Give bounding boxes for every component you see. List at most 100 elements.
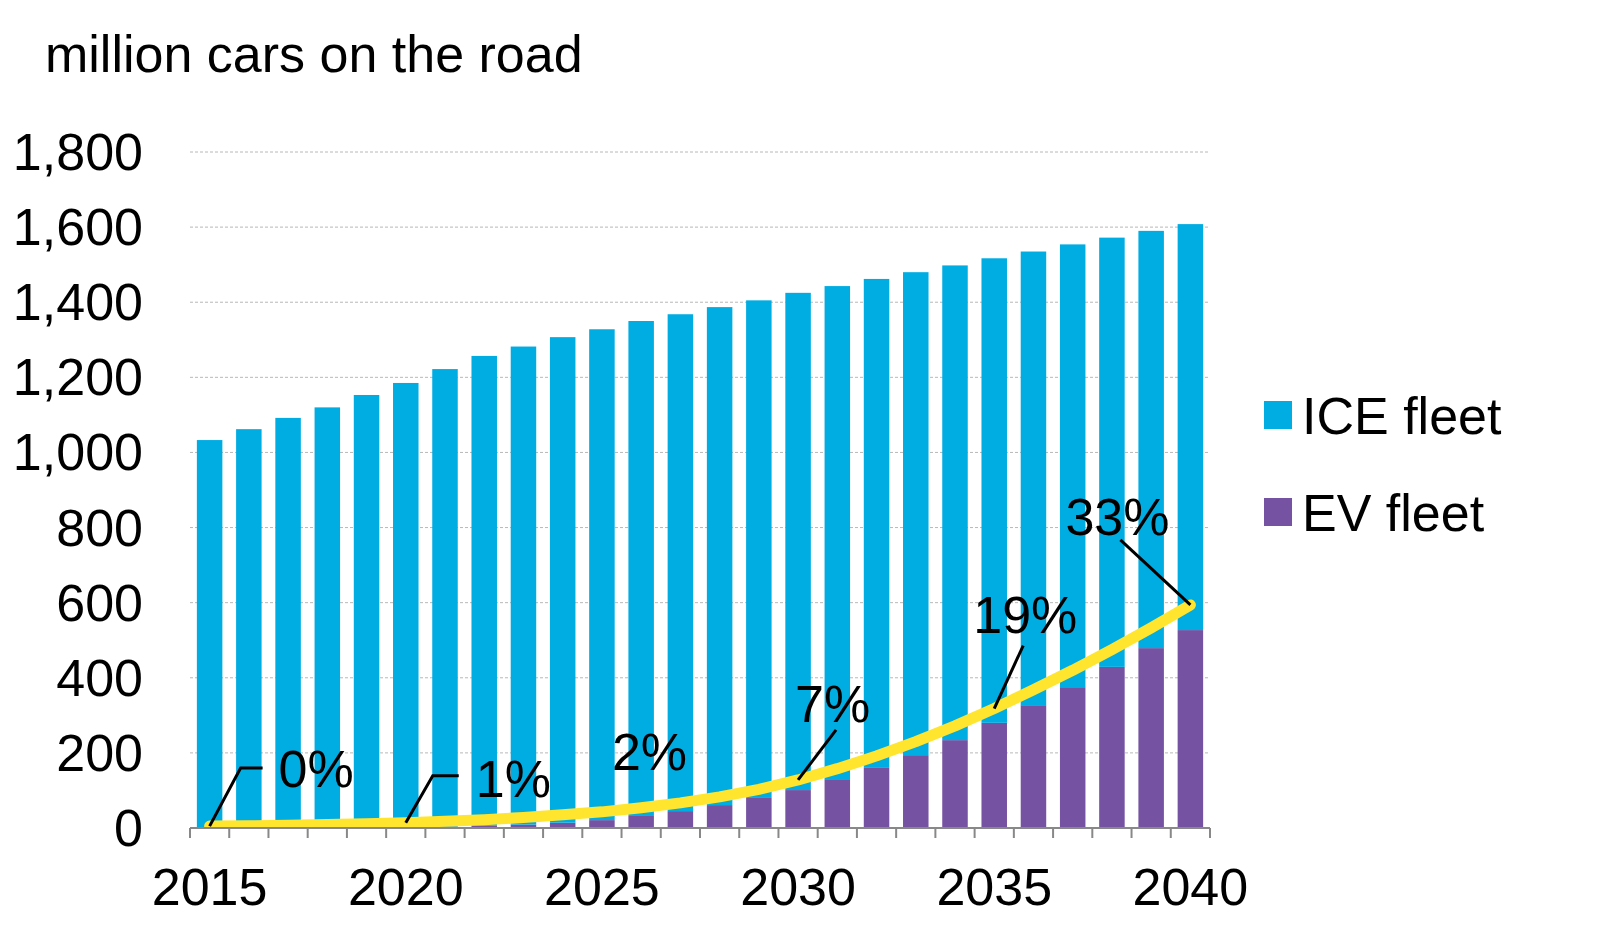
bar (707, 307, 733, 805)
legend-label: EV fleet (1302, 484, 1485, 542)
bar (589, 820, 615, 828)
bar (1178, 224, 1204, 630)
annotation-leader (406, 776, 459, 823)
annotation-leader (994, 646, 1023, 709)
plot-area (197, 224, 1203, 828)
chart-svg: million cars on the road 0 200 400 600 800 1,0… (0, 0, 1600, 950)
bar (903, 272, 929, 755)
x-tick-label: 2025 (544, 858, 660, 916)
legend-label: ICE fleet (1302, 387, 1502, 445)
y-tick-label: 0 (114, 799, 143, 857)
x-tick-mark (581, 828, 583, 838)
x-tick-mark (503, 828, 505, 838)
y-tick-label: 1,400 (13, 273, 143, 331)
annotation-label: 33% (1065, 488, 1169, 546)
bar (197, 440, 223, 828)
grid-line (190, 152, 1210, 153)
x-tick-mark (464, 828, 466, 838)
grid-line (190, 302, 1210, 303)
x-tick-mark (1170, 828, 1172, 838)
bar (1021, 705, 1047, 828)
bar (707, 805, 733, 828)
x-tick-mark (1052, 828, 1054, 838)
x-tick-mark (346, 828, 348, 838)
annotation-label: 1% (476, 750, 551, 808)
annotation-label: 2% (612, 723, 687, 781)
x-tick-mark (817, 828, 819, 838)
y-tick-label: 400 (56, 649, 143, 707)
bar (903, 755, 929, 828)
x-tick-mark (1091, 828, 1093, 838)
bar (1060, 687, 1086, 828)
x-tick-mark (974, 828, 976, 838)
grid-line (190, 527, 1210, 528)
bar (785, 790, 811, 828)
bar (1099, 667, 1125, 828)
legend-swatch (1264, 498, 1292, 526)
annotation-label: 0% (279, 740, 354, 798)
bar (942, 740, 968, 828)
x-tick-mark (385, 828, 387, 838)
bar (981, 723, 1007, 828)
x-tick-label: 2035 (936, 858, 1052, 916)
annotation-label: 7% (795, 675, 870, 733)
x-tick-mark (660, 828, 662, 838)
annotations: 0% 1% 2% 7% 19% 33% (210, 488, 1191, 826)
grid-line (190, 227, 1210, 228)
bar (746, 798, 772, 828)
bar (942, 265, 968, 740)
bar (864, 768, 890, 828)
grid-line (190, 377, 1210, 378)
grid-line (190, 452, 1210, 453)
x-tick-mark (228, 828, 230, 838)
annotation-leader (210, 768, 263, 826)
bar (550, 337, 576, 823)
y-axis-label: million cars on the road (45, 25, 583, 83)
y-tick-label: 200 (56, 724, 143, 782)
annotation-leader (798, 730, 836, 780)
x-tick-mark (542, 828, 544, 838)
bar (981, 258, 1007, 723)
bar (354, 395, 380, 827)
bar (1138, 231, 1164, 648)
bar (628, 816, 654, 828)
x-tick-mark (738, 828, 740, 838)
y-tick-label: 800 (56, 499, 143, 557)
bar (668, 811, 694, 828)
x-tick-mark (1013, 828, 1015, 838)
bar (1099, 238, 1125, 667)
x-tick-mark (699, 828, 701, 838)
x-tick-mark (621, 828, 623, 838)
x-tick-label: 2020 (348, 858, 464, 916)
x-tick-mark (1209, 828, 1211, 838)
bar (589, 329, 615, 820)
x-tick-mark (1131, 828, 1133, 838)
x-tick-mark (856, 828, 858, 838)
legend: ICE fleet EV fleet (1264, 387, 1502, 542)
chart-container: million cars on the road 0 200 400 600 800 1,0… (0, 0, 1600, 950)
y-tick-label: 600 (56, 574, 143, 632)
x-tick-mark (189, 828, 191, 838)
x-tick-mark (895, 828, 897, 838)
y-tick-label: 1,600 (13, 198, 143, 256)
x-tick-label: 2040 (1133, 858, 1249, 916)
y-tick-label: 1,000 (13, 423, 143, 481)
legend-swatch (1264, 401, 1292, 429)
x-tick-label: 2015 (152, 858, 268, 916)
annotation-leader (1120, 540, 1190, 605)
bar (393, 383, 419, 827)
x-tick-mark (424, 828, 426, 838)
bar (825, 779, 851, 828)
bar (746, 300, 772, 798)
y-tick-label: 1,800 (13, 123, 143, 181)
bar (1138, 648, 1164, 828)
bar (1178, 630, 1204, 828)
x-tick-mark (777, 828, 779, 838)
x-tick-mark (267, 828, 269, 838)
x-tick-label: 2030 (740, 858, 856, 916)
bar (432, 369, 458, 826)
y-tick-label: 1,200 (13, 348, 143, 406)
x-tick-mark (307, 828, 309, 838)
x-tick-mark (934, 828, 936, 838)
annotation-label: 19% (973, 586, 1077, 644)
